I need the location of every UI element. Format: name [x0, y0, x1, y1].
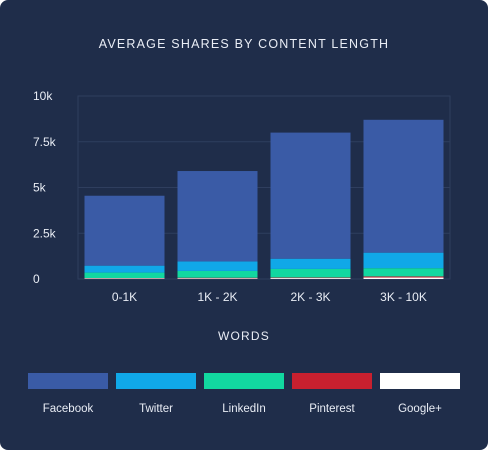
y-tick-label: 0 [33, 272, 40, 286]
y-tick-label: 7.5k [33, 135, 57, 149]
bar-google-1 [177, 278, 258, 279]
bar-google-0 [84, 278, 165, 279]
legend-label-twitter: Twitter [139, 403, 173, 415]
bar-twitter-3 [363, 252, 444, 269]
bar-facebook-0 [84, 195, 165, 266]
bar-twitter-0 [84, 265, 165, 273]
bar-google-2 [270, 278, 351, 279]
bar-linkedin-0 [84, 272, 165, 279]
bar-pinterest-1 [177, 277, 258, 279]
bar-facebook-3 [363, 119, 444, 253]
bar-pinterest-2 [270, 277, 351, 279]
chart-title: AVERAGE SHARES BY CONTENT LENGTH [98, 37, 390, 51]
legend-swatch-pinterest [292, 373, 372, 389]
x-tick-label: 2K - 3K [290, 290, 330, 304]
x-tick-label: 1K - 2K [197, 290, 237, 304]
bar-linkedin-1 [177, 270, 258, 278]
y-tick-label: 5k [33, 181, 47, 195]
x-axis-label: WORDS [218, 329, 270, 343]
bar-google-3 [363, 277, 444, 279]
stacked-bar-chart: 0 2.5k 5k 7.5k 10k 0-1K 1K - 2K 2K - 3K 3K - 10K [33, 89, 451, 304]
bar-twitter-2 [270, 258, 351, 269]
bar-linkedin-2 [270, 268, 351, 278]
legend-label-googleplus: Google+ [398, 403, 442, 415]
legend-label-linkedin: LinkedIn [222, 403, 266, 415]
bar-linkedin-3 [363, 268, 444, 277]
legend-swatch-twitter [116, 373, 196, 389]
bar-pinterest-3 [363, 276, 444, 278]
bar-facebook-2 [270, 132, 351, 259]
y-tick-label: 2.5k [33, 226, 57, 240]
legend-swatch-linkedin [204, 373, 284, 389]
legend-swatch-facebook [28, 373, 108, 389]
x-tick-label: 3K - 10K [380, 290, 427, 304]
bar-twitter-1 [177, 261, 258, 271]
legend-swatch-googleplus [380, 373, 460, 389]
legend-label-facebook: Facebook [42, 403, 94, 415]
x-tick-label: 0-1K [112, 290, 137, 304]
legend-label-pinterest: Pinterest [309, 403, 355, 415]
bar-facebook-1 [177, 171, 258, 262]
y-tick-label: 10k [33, 89, 53, 103]
